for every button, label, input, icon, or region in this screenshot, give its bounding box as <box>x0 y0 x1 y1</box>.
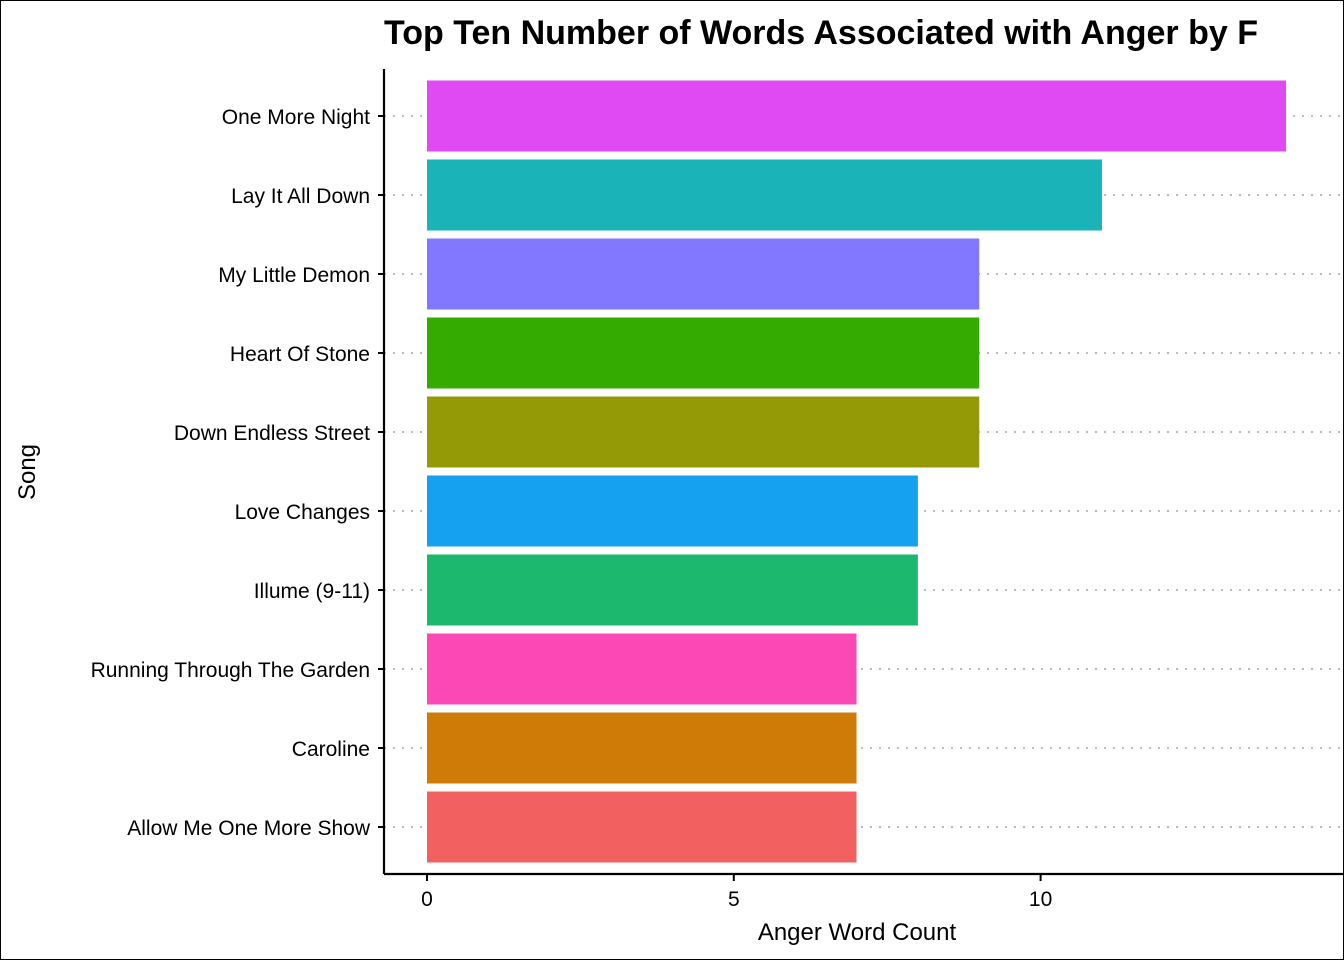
x-tick-label: 10 <box>1029 888 1052 911</box>
x-axis-title: Anger Word Count <box>758 919 957 946</box>
y-tick-label: Lay It All Down <box>231 185 370 208</box>
y-tick-label: Down Endless Street <box>174 422 370 445</box>
y-axis-title: Song <box>14 444 41 500</box>
bar <box>427 633 857 705</box>
y-tick-label: Heart Of Stone <box>230 343 370 366</box>
bars <box>427 80 1287 863</box>
x-axis: 0 5 10 <box>384 872 1343 911</box>
y-tick-label: Love Changes <box>235 501 370 524</box>
bar <box>427 554 918 626</box>
x-tick-label: 0 <box>421 888 433 911</box>
y-tick-label: Caroline <box>292 738 370 761</box>
y-tick-label: Allow Me One More Show <box>127 817 371 840</box>
bar <box>427 80 1287 152</box>
y-axis: One More Night Lay It All Down My Little D… <box>91 69 386 874</box>
bar <box>427 317 980 389</box>
y-tick-label: My Little Demon <box>218 264 370 287</box>
y-tick-label: Running Through The Garden <box>91 659 370 682</box>
chart-title: Top Ten Number of Words Associated with … <box>384 14 1258 52</box>
y-tick-label: One More Night <box>222 106 370 129</box>
bar <box>427 159 1102 231</box>
x-tick-label: 5 <box>728 888 740 911</box>
bar <box>427 238 980 310</box>
bar <box>427 396 980 468</box>
bar <box>427 791 857 863</box>
bar <box>427 712 857 784</box>
bar <box>427 475 918 547</box>
y-tick-label: Illume (9-11) <box>254 580 370 603</box>
